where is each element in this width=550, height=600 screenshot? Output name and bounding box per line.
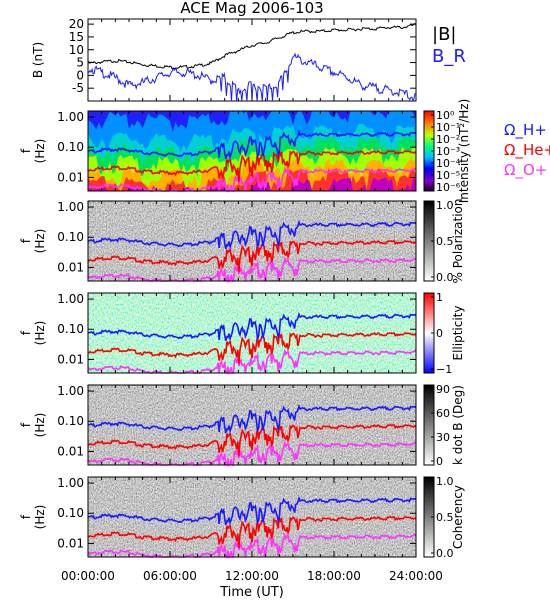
x-tick-label: 00:00:00 (61, 569, 115, 583)
y-tick-label: 1.00 (57, 476, 84, 490)
spectrogram-texture (88, 385, 416, 465)
he-plus-gyrofrequency-line (87, 149, 417, 182)
y-axis-label-unit: (Hz) (33, 321, 47, 346)
y-tick-label: 10 (69, 43, 84, 57)
colorbar-label: % Polarization (451, 199, 465, 284)
y-tick-label: 0.10 (57, 322, 84, 336)
colorbar-tick-label: 10⁻¹ (436, 121, 460, 134)
y-tick-label: -5 (72, 81, 84, 95)
h-plus-gyrofrequency-line (87, 311, 417, 342)
series-line-b-magnitude (87, 23, 417, 70)
spectrogram-texture (88, 201, 416, 281)
y-tick-label: 1.00 (57, 384, 84, 398)
h-plus-gyrofrequency-line (87, 129, 417, 160)
colorbar-tick-label: 0 (436, 455, 443, 468)
spectrogram-panel: 1.00 0.10 0.01 f (Hz) 90 60 30 0 k dot B (Deg) (19, 383, 465, 468)
h-plus-gyrofrequency-line (87, 403, 417, 434)
colorbar-tick-label: 1 (436, 291, 443, 304)
x-tick-label: 12:00:00 (225, 569, 279, 583)
he-plus-gyrofrequency-line (87, 515, 417, 548)
h-plus-gyrofrequency-line (87, 495, 417, 526)
legend-b-magnitude: |B| (432, 24, 456, 45)
y-axis-label-unit: (Hz) (33, 139, 47, 164)
colorbar-tick-label: 1.0 (436, 475, 454, 488)
y-tick-label: 0.10 (57, 506, 84, 520)
colorbar-tick-label: 10⁻⁵ (436, 169, 460, 182)
legend-b-r: B_R (432, 46, 466, 67)
y-tick-label: 15 (69, 30, 84, 44)
he-plus-gyrofrequency-line (87, 423, 417, 456)
colorbar-tick-label: 0.0 (436, 271, 454, 284)
y-axis-label: B (nT) (31, 42, 45, 78)
x-tick-label: 24:00:00 (389, 569, 443, 583)
y-tick-label: 0.01 (57, 444, 84, 458)
colorbar-tick-label: 90 (436, 383, 450, 396)
x-axis-label: Time (UT) (219, 585, 284, 600)
colorbar-tick-label: 0.5 (436, 511, 454, 524)
colorbar-tick-label: 0.0 (436, 547, 454, 560)
colorbar-tick-label: 10⁻⁶ (436, 181, 461, 194)
y-axis-label-f: f (19, 238, 33, 243)
colorbar-tick-label: 10⁰ (436, 109, 455, 122)
he-plus-gyrofrequency-line (87, 331, 417, 364)
x-tick-label: 06:00:00 (143, 569, 197, 583)
colorbar-tick-label: 10⁻⁴ (436, 157, 461, 170)
y-axis-label-f: f (19, 330, 33, 335)
legend-o-plus: Ω_O+ (504, 161, 547, 180)
y-tick-label: 1.00 (57, 110, 84, 124)
y-tick-label: 1.00 (57, 292, 84, 306)
y-axis-label-unit: (Hz) (33, 413, 47, 438)
he-plus-gyrofrequency-line (87, 239, 417, 272)
y-tick-label: 5 (76, 56, 84, 70)
h-plus-gyrofrequency-line (87, 219, 417, 250)
colorbar-label: Intensity (nT²/Hz) (457, 99, 471, 204)
colorbar-tick-label: −1 (436, 363, 452, 376)
plot-frame (87, 18, 417, 102)
colorbar-label: Ellipticity (451, 306, 465, 361)
spectrogram-panel: 1.00 0.10 0.01 f (Hz) 10⁰10⁻¹10⁻²10⁻³10⁻⁴10⁻⁵… (19, 99, 550, 204)
y-axis-label-f: f (19, 514, 33, 519)
colorbar-tick-label: 60 (436, 407, 450, 420)
spectrogram-texture (88, 293, 416, 373)
colorbar-tick-label: 1.0 (436, 199, 454, 212)
colorbar-tick-label: 0 (436, 327, 443, 340)
y-axis-label-unit: (Hz) (33, 505, 47, 530)
y-tick-label: 0.01 (57, 260, 84, 274)
y-tick-label: 0.10 (57, 230, 84, 244)
y-tick-label: 1.00 (57, 200, 84, 214)
y-tick-label: 0.01 (57, 170, 84, 184)
x-tick-label: 18:00:00 (307, 569, 361, 583)
y-tick-label: 0.10 (57, 414, 84, 428)
y-tick-label: 0.01 (57, 352, 84, 366)
y-axis-label-unit: (Hz) (33, 229, 47, 254)
colorbar-tick-label: 30 (436, 431, 450, 444)
colorbar (423, 384, 435, 466)
legend-h-plus: Ω_H+ (504, 121, 547, 140)
y-tick-label: 0.10 (57, 140, 84, 154)
y-tick-label: 0.01 (57, 536, 84, 550)
x-axis: 00:00:00 06:00:00 12:00:00 18:00:00 24:0… (61, 569, 443, 600)
spectrogram-panel: 1.00 0.10 0.01 f (Hz) 1 0 −1 Ellipticity (19, 291, 465, 376)
spectrogram-panel: 1.00 0.10 0.01 f (Hz) 1.0 0.5 0.0% Polarization (19, 199, 465, 284)
colorbar-tick-label: 10⁻² (436, 133, 460, 146)
colorbar-tick-label: 10⁻³ (436, 145, 460, 158)
spectrogram-texture (88, 477, 416, 557)
colorbar-tick-label: 0.5 (436, 235, 454, 248)
y-axis-label-f: f (19, 148, 33, 153)
figure-title: ACE Mag 2006-103 (180, 0, 323, 17)
y-tick-label: 0 (76, 68, 84, 82)
y-axis-label-f: f (19, 422, 33, 427)
y-tick-label: 20 (69, 17, 84, 31)
legend-he-plus: Ω_He+ (504, 141, 550, 160)
colorbar-label: Coherency (451, 485, 465, 549)
colorbar-label: k dot B (Deg) (451, 385, 465, 465)
